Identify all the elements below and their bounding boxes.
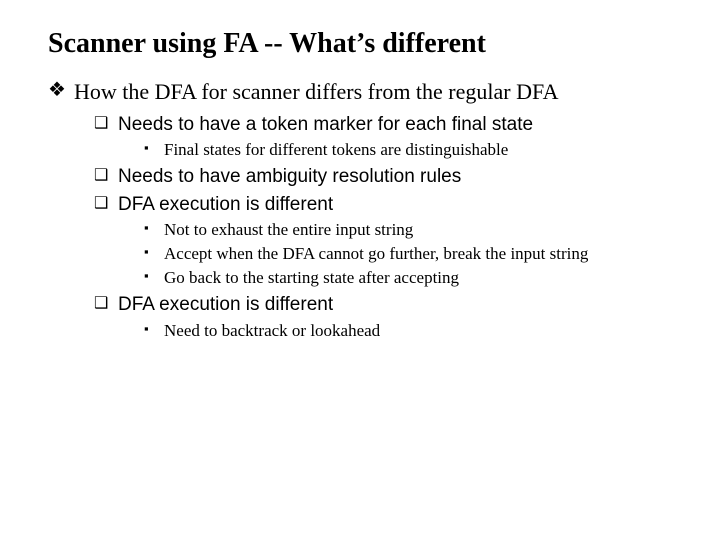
lvl3-item: Not to exhaust the entire input string (144, 219, 672, 242)
bullets-lvl1: How the DFA for scanner differs from the… (48, 78, 672, 343)
lvl2-text: DFA execution is different (118, 294, 333, 315)
lvl3-text: Go back to the starting state after acce… (164, 268, 459, 287)
slide-title: Scanner using FA -- What’s different (48, 28, 672, 60)
bullets-lvl3: Final states for different tokens are di… (144, 139, 672, 162)
lvl3-item: Need to backtrack or lookahead (144, 320, 672, 343)
lvl2-item: Needs to have a token marker for each fi… (94, 112, 672, 163)
lvl2-item: Needs to have ambiguity resolution rules (94, 164, 672, 190)
lvl2-item: DFA execution is different Need to backt… (94, 292, 672, 343)
lvl2-item: DFA execution is different Not to exhaus… (94, 192, 672, 290)
bullets-lvl3: Not to exhaust the entire input string A… (144, 219, 672, 290)
lvl3-text: Accept when the DFA cannot go further, b… (164, 244, 588, 263)
lvl3-item: Accept when the DFA cannot go further, b… (144, 243, 672, 266)
lvl3-text: Need to backtrack or lookahead (164, 321, 380, 340)
lvl1-item: How the DFA for scanner differs from the… (48, 78, 672, 343)
slide: Scanner using FA -- What’s different How… (0, 0, 720, 369)
lvl3-text: Final states for different tokens are di… (164, 140, 508, 159)
lvl3-text: Not to exhaust the entire input string (164, 220, 413, 239)
lvl3-item: Go back to the starting state after acce… (144, 267, 672, 290)
lvl2-text: DFA execution is different (118, 194, 333, 215)
lvl2-text: Needs to have a token marker for each fi… (118, 114, 533, 135)
lvl3-item: Final states for different tokens are di… (144, 139, 672, 162)
bullets-lvl2: Needs to have a token marker for each fi… (94, 112, 672, 343)
lvl1-text: How the DFA for scanner differs from the… (74, 79, 558, 104)
lvl2-text: Needs to have ambiguity resolution rules (118, 166, 461, 187)
bullets-lvl3: Need to backtrack or lookahead (144, 320, 672, 343)
